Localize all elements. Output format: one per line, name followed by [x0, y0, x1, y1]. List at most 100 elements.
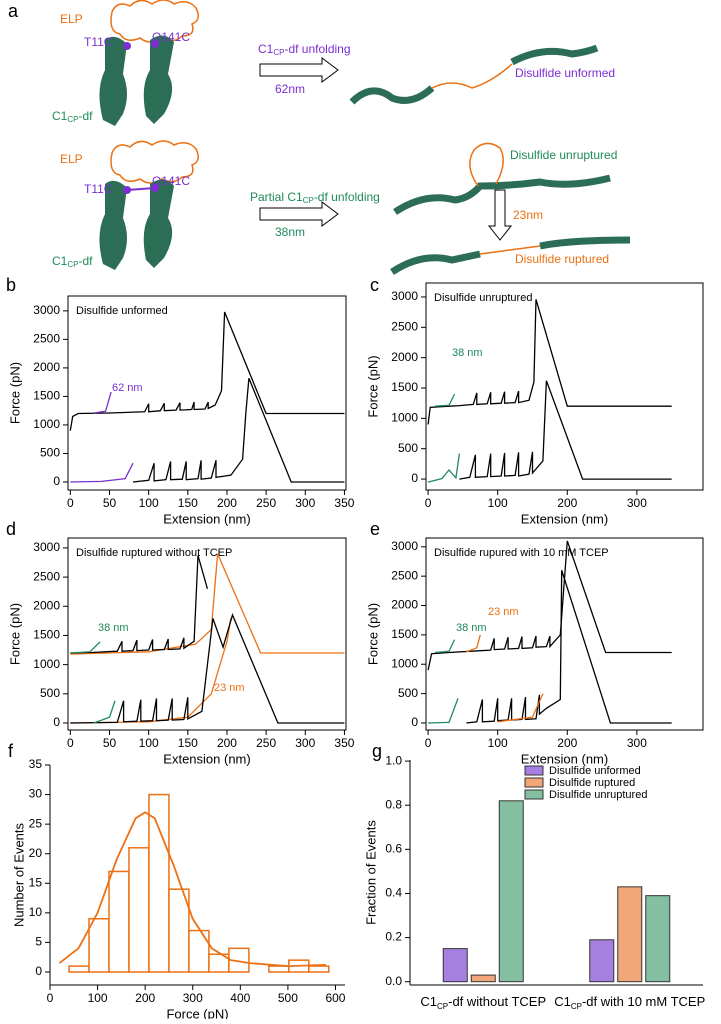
t: -df unfolding	[284, 42, 350, 56]
y-tick-label: 0	[53, 474, 60, 488]
bar	[470, 974, 496, 983]
label: ELP	[60, 152, 83, 166]
legend-swatch	[524, 765, 544, 776]
t: CP	[273, 48, 284, 57]
y-tick-label: 500	[398, 686, 418, 700]
label: Disulfide unruptured	[510, 148, 617, 162]
arrow	[259, 201, 339, 227]
y-tick-label: 500	[40, 446, 60, 460]
label: 62nm	[275, 82, 305, 96]
y-tick-label: 1500	[33, 389, 60, 403]
y-tick-label: 1500	[391, 380, 418, 394]
bar	[645, 895, 671, 983]
label-part: -df with 10 mM TCEP	[582, 994, 705, 1009]
x-tick-label: 100	[88, 991, 108, 1005]
trace	[70, 555, 209, 654]
elp-loop	[110, 140, 199, 184]
y-tick-label: 0	[411, 471, 418, 485]
y-tick-label: 2000	[33, 598, 60, 612]
x-tick-label: 300	[627, 496, 647, 510]
trace	[427, 453, 461, 483]
trace	[70, 553, 345, 655]
panel-label: e	[370, 519, 380, 539]
chain	[431, 63, 513, 89]
panel-label: g	[372, 741, 382, 761]
t: -df	[78, 254, 93, 268]
annotation: 23 nm	[214, 682, 245, 694]
x-tick-label: 0	[67, 736, 74, 750]
x-tick-label: 300	[295, 496, 315, 510]
y-tick-label: 3000	[391, 539, 418, 553]
arrow	[487, 189, 513, 241]
x-tick-label: 200	[557, 736, 577, 750]
chart-title: Disulfide ruptured without TCEP	[76, 547, 232, 559]
histogram-bar	[188, 929, 210, 973]
trace	[70, 641, 101, 654]
label-part: C1	[554, 994, 571, 1009]
y-tick-label: 0.0	[385, 974, 402, 988]
x-axis-label: Extension (nm)	[521, 751, 608, 766]
y-tick-label: 500	[40, 686, 60, 700]
t: CP	[67, 115, 78, 124]
x-tick-label: 200	[217, 496, 237, 510]
x-tick-label: 200	[217, 736, 237, 750]
x-axis-label: Extension (nm)	[521, 511, 608, 526]
annotation: 38 nm	[456, 622, 487, 634]
frame	[425, 282, 704, 491]
x-tick-label: 350	[334, 496, 354, 510]
histogram-bar	[108, 870, 130, 973]
y-axis-label: Force (pN)	[7, 362, 22, 424]
y-tick-label: 35	[29, 757, 43, 771]
y-tick-label: 0.8	[385, 797, 402, 811]
trace	[459, 380, 672, 480]
y-tick-label: 1000	[391, 411, 418, 425]
label: Q141C	[152, 30, 190, 44]
x-tick-label: 500	[278, 991, 298, 1005]
frame	[67, 295, 347, 491]
chain	[390, 250, 481, 275]
histogram-bar	[88, 918, 110, 973]
x-tick-label: 300	[295, 736, 315, 750]
y-tick-label: 0.6	[385, 842, 402, 856]
x-tick-label: 250	[256, 496, 276, 510]
trace	[69, 311, 345, 431]
x-axis-label: Extension (nm)	[163, 511, 250, 526]
trace	[132, 377, 345, 483]
label-part: C1	[420, 994, 437, 1009]
chain	[393, 174, 611, 215]
elp-loop	[110, 0, 199, 43]
chart-title: Disulfide rupured with 10 mM TCEP	[434, 547, 609, 559]
y-tick-label: 0.2	[385, 930, 402, 944]
legend-label: Disulfide ruptured	[549, 777, 635, 789]
y-tick-label: 1.0	[385, 753, 402, 767]
legend-swatch	[524, 777, 544, 788]
diagram	[99, 0, 631, 275]
bar	[498, 800, 524, 983]
legend-label: Disulfide unruptured	[549, 789, 647, 801]
chain	[539, 236, 631, 250]
y-tick-label: 1500	[391, 627, 418, 641]
label: ELP	[60, 12, 83, 26]
chart-title: Disulfide unruptured	[434, 292, 532, 304]
label: Disulfide unformed	[515, 66, 615, 80]
x-tick-label: 400	[230, 991, 250, 1005]
x-tick-label: C1CP-df without TCEP	[420, 994, 546, 1011]
x-tick-label: 200	[135, 991, 155, 1005]
x-tick-label: 150	[178, 496, 198, 510]
trace	[70, 613, 345, 724]
x-tick-label: 350	[334, 736, 354, 750]
label-part: CP	[437, 1002, 448, 1011]
t: C1	[52, 254, 68, 268]
y-tick-label: 1000	[391, 656, 418, 670]
x-tick-label: 100	[139, 496, 159, 510]
label: T11C	[84, 35, 113, 49]
x-axis-label: Force (pN)	[166, 1006, 228, 1019]
x-tick-label: 0	[47, 991, 54, 1005]
x-tick-label: 300	[183, 991, 203, 1005]
x-tick-label: 50	[103, 736, 117, 750]
x-tick-label: 300	[627, 736, 647, 750]
annotation: 38 nm	[98, 622, 129, 634]
cys	[151, 40, 159, 48]
trace	[434, 639, 456, 654]
y-tick-label: 20	[29, 846, 43, 860]
